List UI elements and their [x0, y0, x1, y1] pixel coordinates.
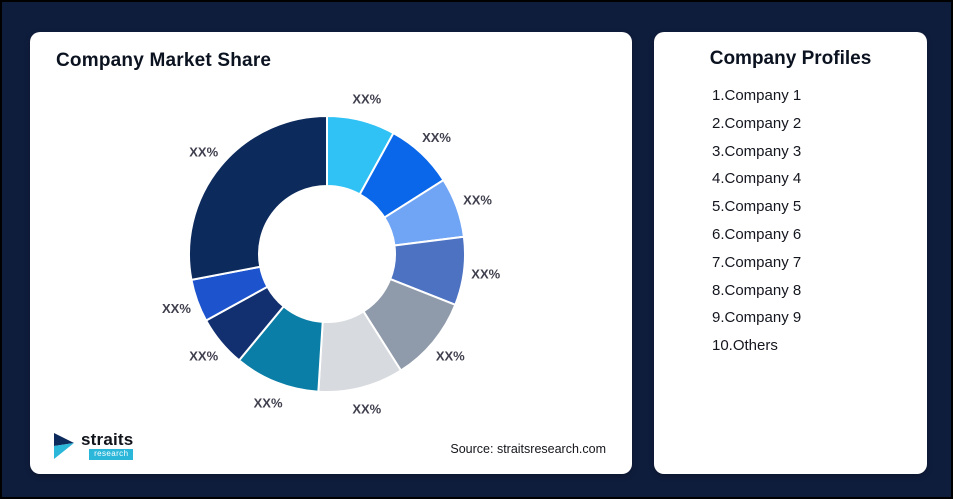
company-profile-item: 8.Company 8	[712, 281, 802, 299]
company-profile-item: 1.Company 1	[712, 87, 802, 104]
straits-research-logo: straits research	[52, 430, 134, 460]
chart-title: Company Market Share	[56, 50, 272, 71]
donut-segment[interactable]	[188, 114, 328, 282]
segment-label: XX%	[189, 145, 218, 160]
segment-label: XX%	[436, 349, 465, 364]
segment-label: XX%	[254, 395, 283, 410]
company-profiles-card: Company Profiles 1.Company 1 2.Company 2 3…	[654, 32, 927, 474]
segment-label: XX%	[162, 301, 191, 316]
source-text: Source: straitsresearch.com	[450, 442, 606, 456]
segment-label: XX%	[471, 267, 500, 282]
logo-subtitle: research	[89, 449, 134, 460]
logo-text: straits research	[81, 430, 134, 460]
profiles-title: Company Profiles	[709, 48, 872, 69]
company-profiles-list: 1.Company 1 2.Company 2 3.Company 3 4.Compa…	[712, 82, 801, 360]
company-profile-item: 3.Company 3	[712, 142, 802, 160]
market-share-card: Company Market Share XX% XX% XX% XX% XX% XX% X…	[30, 32, 632, 474]
segment-label: XX%	[189, 349, 218, 364]
segment-label: XX%	[422, 130, 451, 145]
logo-arrow-icon	[54, 432, 74, 459]
segment-label: XX%	[463, 192, 492, 207]
logo-name: straits	[81, 430, 134, 449]
company-profile-item: 5.Company 5	[712, 198, 802, 216]
company-profile-item: 4.Company 4	[712, 170, 802, 188]
company-profile-item: 7.Company 7	[712, 253, 802, 271]
company-profile-item: 2.Company 2	[712, 114, 802, 132]
company-profile-item: 6.Company 6	[712, 225, 802, 243]
company-profile-item: 9.Company 9	[712, 309, 802, 327]
company-profile-item: 10.Others	[712, 337, 778, 355]
segment-label: XX%	[352, 402, 381, 417]
segment-label: XX%	[352, 92, 381, 107]
donut-chart: XX% XX% XX% XX% XX% XX% XX% XX% XX% XX%	[162, 92, 501, 417]
